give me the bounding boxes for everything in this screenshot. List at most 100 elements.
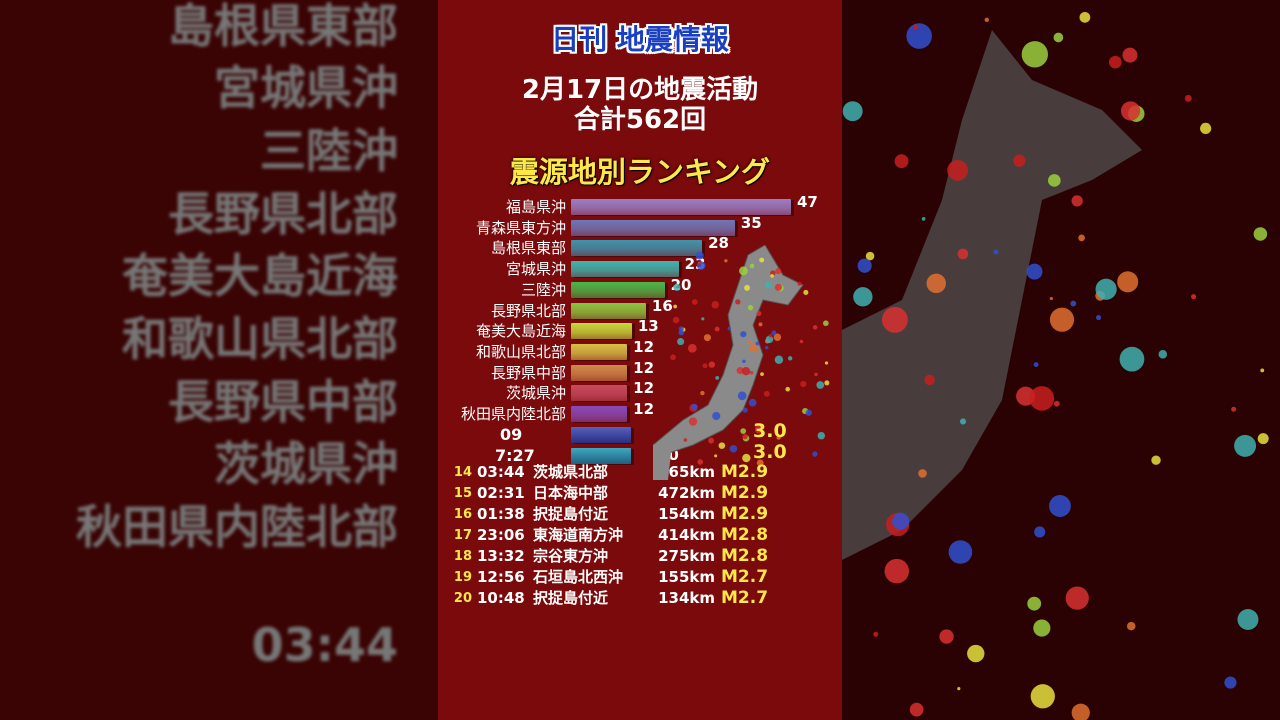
epicenter-dot — [881, 306, 908, 333]
magnitude: M2.8 — [721, 546, 769, 566]
bar-label: 島根県東部 — [490, 239, 566, 258]
rank: 20 — [453, 591, 472, 606]
table-row: 16 01:38 択捉島付近 154km M2.9 — [438, 504, 842, 525]
epicenter-dot — [1224, 676, 1237, 689]
epicenter-dot — [747, 340, 752, 344]
bar — [571, 343, 628, 360]
epicenter-dot — [764, 281, 772, 289]
partial-mag: 3.0 — [753, 420, 787, 442]
epicenter-dot — [803, 289, 809, 295]
headline: 2月17日の地震活動 — [521, 75, 759, 105]
epicenter-dot — [1030, 684, 1055, 709]
rank: 17 — [453, 528, 472, 543]
bar — [571, 240, 703, 257]
ghost-label: 03:44 — [251, 618, 398, 672]
epicenter-dot — [1151, 455, 1161, 465]
epicenter-dot — [718, 442, 726, 449]
epicenter-dot — [764, 345, 769, 350]
epicenter-dot — [892, 512, 910, 530]
epicenter-dot — [959, 418, 967, 425]
epicenter-dot — [703, 334, 711, 342]
time: 12:56 — [477, 568, 525, 586]
magnitude: M2.9 — [721, 504, 769, 524]
time: 03:44 — [477, 463, 525, 481]
epicenter-dot — [748, 398, 757, 407]
epicenter-dot — [947, 160, 969, 181]
epicenter-dot — [739, 266, 748, 276]
epicenter-dot — [800, 380, 807, 388]
epicenter-dot — [984, 17, 990, 23]
table-row: 14 03:44 茨城県北部 65km M2.9 — [438, 462, 842, 483]
table-row: 19 12:56 石垣島北西沖 155km M2.7 — [438, 567, 842, 588]
epicenter-dot — [799, 339, 804, 344]
epicenter-dot — [773, 333, 782, 341]
epicenter-dot — [1029, 386, 1055, 411]
epicenter-dot — [1231, 406, 1237, 412]
epicenter-dot — [1078, 234, 1085, 242]
epicenter-dot — [742, 433, 748, 440]
epicenter-dot — [1033, 362, 1039, 368]
epicenter-dot — [926, 273, 946, 294]
magnitude: M2.8 — [721, 525, 769, 545]
epicenter-dot — [918, 469, 927, 478]
epicenter-dot — [805, 409, 812, 416]
ghost-label: 和歌山県北部 — [122, 312, 398, 366]
epicenter-dot — [737, 391, 747, 401]
epicenter-dot — [957, 687, 961, 691]
bar — [571, 448, 631, 464]
bar-row: 三陸沖 20 — [438, 276, 842, 300]
epicenter-dot — [756, 459, 764, 467]
epicenter-dot — [913, 24, 919, 30]
epicenter-dot — [1071, 703, 1090, 720]
epicenter-dot — [1027, 596, 1042, 611]
partial-time: 7:27 — [495, 446, 535, 465]
epicenter-dot — [1033, 619, 1051, 637]
epicenter-dot — [884, 558, 910, 584]
epicenter-dot — [742, 359, 746, 364]
bar-value: 35 — [740, 213, 762, 232]
place: 石垣島北西沖 — [533, 568, 624, 586]
bar — [571, 302, 646, 319]
epicenter-dot — [735, 299, 741, 305]
epicenter-dot — [765, 335, 774, 344]
epicenter-dot — [727, 326, 732, 331]
epicenter-dot — [714, 326, 720, 332]
epicenter-dot — [1034, 526, 1046, 538]
epicenter-dot — [776, 435, 781, 440]
magnitude: M2.9 — [721, 483, 769, 503]
bar — [571, 323, 632, 340]
epicenter-dot — [758, 322, 763, 327]
magnitude: M2.7 — [721, 588, 769, 608]
epicenter-dot — [1026, 263, 1043, 280]
epicenter-dot — [1070, 300, 1077, 307]
epicenter-dot — [1184, 94, 1192, 102]
epicenter-dot — [1048, 174, 1061, 187]
epicenter-dot — [744, 284, 750, 291]
epicenter-dot — [672, 316, 680, 324]
ranking-title: 震源地別ランキング — [509, 155, 771, 189]
rank: 16 — [453, 507, 472, 522]
epicenter-dot — [742, 407, 748, 413]
epicenter-dot — [816, 381, 825, 389]
epicenter-dot — [770, 274, 774, 278]
table-row: 20 10:48 択捉島付近 134km M2.7 — [438, 588, 842, 609]
epicenter-dot — [1013, 154, 1026, 167]
bar-value: 28 — [708, 234, 729, 253]
bar-row: 茨城県沖 12 — [438, 379, 842, 403]
place: 宗谷東方沖 — [533, 547, 609, 565]
epicenter-dot — [763, 390, 770, 397]
depth: 472km — [658, 484, 715, 502]
time: 02:31 — [477, 484, 525, 502]
epicenter-dot — [691, 299, 698, 305]
epicenter-dot — [1119, 346, 1145, 372]
epicenter-dot — [1079, 11, 1091, 23]
epicenter-dot — [824, 380, 830, 386]
epicenter-dot — [853, 287, 873, 307]
place: 東海道南方沖 — [533, 526, 624, 544]
rank: 15 — [453, 486, 472, 501]
epicenter-dot — [712, 411, 721, 421]
epicenter-dot — [1095, 315, 1102, 321]
epicenter-dot — [823, 320, 829, 327]
epicenter-dot — [736, 367, 744, 375]
place: 茨城県北部 — [533, 463, 609, 481]
